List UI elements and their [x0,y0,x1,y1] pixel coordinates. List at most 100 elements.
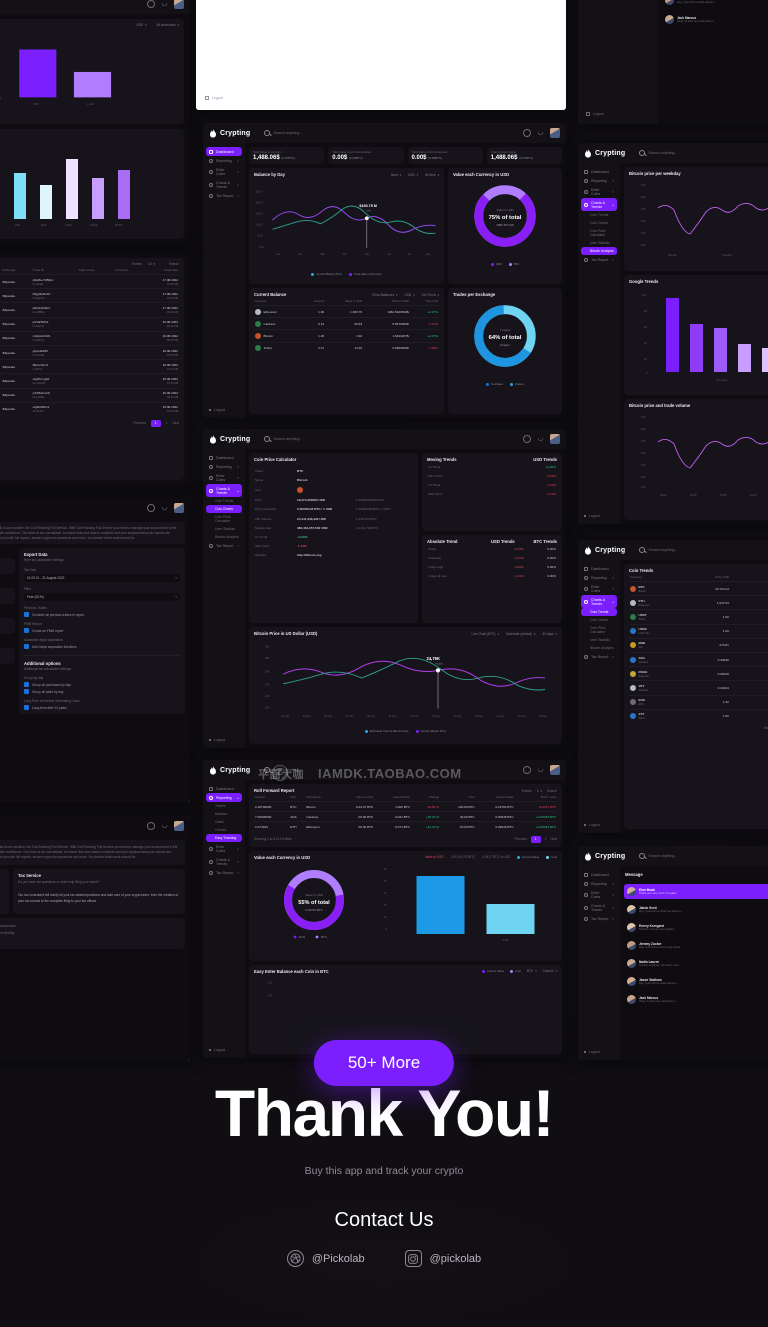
sidebar-item-charts-trends[interactable]: Charts & Trends ▴ [581,198,617,211]
table-row[interactable]: USDTTether 1.0067,455 [629,610,768,624]
sidebar-item-dashboard[interactable]: Dashboard [581,870,617,879]
table-row[interactable]: 1.46Bitpanda p0w8ev7d5fjs1bt-z6npkt 17.0… [0,275,179,289]
sidebar-item-enter-coins[interactable]: Enter Coins ▾ [206,471,242,484]
search-box[interactable]: Search anything... [639,150,677,156]
sidebar-sub-trades[interactable]: Trades [206,802,242,810]
table-row[interactable]: -3.41Bitpanda otg8c68cfv1f4-z8c5v1 15.08… [0,402,179,416]
sidebar-sub-easy-tracking[interactable]: Easy Tracking [206,834,242,842]
range-filter[interactable]: All time [425,173,439,177]
logout-button[interactable]: Logout [206,1046,242,1054]
avatar[interactable] [174,0,184,9]
table-row[interactable]: -6.35Bitpanda g4ye4k465bt-n0vw61 16.08.2… [0,345,179,359]
screen-message[interactable]: Crypting Search anything... Dashboard Rep… [578,846,768,1060]
list-item[interactable]: Jeremy Zucker Hey, I just tell me how it… [624,938,768,953]
toggle-icon[interactable] [24,689,29,694]
avatar[interactable] [550,128,560,138]
logout-label[interactable]: Logout [212,96,223,100]
filter-select[interactable]: Flow (DLTs) ▾ [24,593,180,601]
sidebar-sub-coin-trends[interactable]: Coin Trends [206,497,242,505]
search-box[interactable]: Search anything... [264,436,302,442]
next-page[interactable]: Next [550,837,557,841]
table-row[interactable]: Cardano 0.12 56.83 0.5679940$ -1.70% [254,318,439,330]
logout-button[interactable]: Logout [206,736,242,744]
sidebar-item-tax-report[interactable]: Tax Report ▾ [206,541,242,550]
table-row[interactable]: -7.93Bitpanda utg87rmg2db1-2b0132 16.08.… [0,374,179,388]
table-row[interactable]: 9.43Bitpanda t8p1v3cmdn-x87q7 16.08.2022… [0,360,179,374]
table-row[interactable]: 5.76Bitpanda c4dcp2cb4f1bt-h8f7nw 16.08.… [0,331,179,345]
table-row[interactable]: USDCUSD Coin 1.0051,852 [629,624,768,638]
ee-coin-filter[interactable]: BTC [527,969,537,973]
sidebar-item-reporting[interactable]: Reporting ▾ [206,462,242,471]
sidebar-item-enter-coins[interactable]: Enter Coins ▾ [206,165,242,178]
list-item[interactable]: Jack Marcus Okay, its less very well don… [624,992,768,1007]
page-2[interactable]: 2 [545,837,547,841]
page-2[interactable]: 2 [166,421,168,425]
period-filter[interactable]: 30 days [542,632,557,636]
logout-button[interactable]: Logout [581,821,617,829]
table-row[interactable]: 0.18700000 BTC Bitcoin 0.04.37 BTC 1.000 BT… [254,802,557,812]
sidebar-item-enter-coins[interactable]: Enter Coins ▾ [581,582,617,595]
table-row[interactable]: ETHEthereum 1,647.54189,165 [629,596,768,610]
sidebar-item-reporting[interactable]: Reporting ▾ [206,156,242,165]
sidebar-item-enter-coins[interactable]: Enter Coins ▾ [581,888,617,901]
avatar[interactable] [174,503,184,513]
bell-icon[interactable]: ◡ [161,822,168,830]
list-item[interactable]: Jakob Sveti Hey, I just tell me what you… [624,902,768,917]
sidebar-item-tax-report[interactable]: Tax Report ▾ [206,868,242,877]
sidebar-sub-coin-price-calculator[interactable]: Coin Price Calculator [581,227,617,239]
table-row[interactable]: 5.52Bitpanda p7r66cbmc6bb-y6u96z 16.08.2… [0,388,179,402]
table-row[interactable]: Ethereum 1.00 1,380.70 1382.6949529$ +3.27… [254,306,439,318]
search-box[interactable]: Search anything... [264,767,302,773]
sidebar[interactable]: Dashboard Reporting ▾ Enter Coins ▾ Charts & … [203,449,245,748]
help-icon[interactable] [147,822,155,830]
screen-easy-tracking[interactable]: Crypting Search anything... ◡ Dashboard R… [203,760,566,1058]
table-row[interactable]: BNBbnb 276.8144,675 [629,638,768,652]
search-label[interactable]: Search [169,262,179,266]
page-1[interactable]: 1 [531,836,541,843]
sidebar-sub-bitcoin-analysis[interactable]: Bitcoin Analysis [581,247,617,255]
toggle-icon[interactable] [24,612,29,617]
page-1[interactable]: 1 [151,420,161,427]
sidebar-sub-user-statistic[interactable]: User Statistic [206,525,242,533]
list-item[interactable]: Jason Statham Hey, I just tell me that's… [624,974,768,989]
table-row[interactable]: VETVeChain 0.024241,706 [629,681,768,695]
sidebar-sub-coin-trends[interactable]: Coin Trends [581,211,617,219]
logout-button[interactable]: Logout [581,1048,617,1056]
sidebar-item-dashboard[interactable]: Dashboard [206,147,242,156]
sidebar-item-reporting[interactable]: Reporting ▴ [206,793,242,802]
sidebar[interactable]: Dashboard Reporting ▾ Enter Coins ▾ Charts & … [578,560,620,833]
table-row[interactable]: -2.46Bitpanda jrtt44r6d5utbt-4gk7v6 16.0… [0,317,179,331]
entries-select[interactable]: 10 [148,262,155,266]
sidebar-sub-coin-charts[interactable]: Coin Charts [581,616,617,624]
table-row[interactable]: 0.374494 ETH Ethereum 00.00 BTC 0.074 BTC +… [254,822,557,832]
table-row[interactable]: BTCBitcoin 19,724.14377,364 [629,582,768,596]
social-instagram[interactable]: @pickolab [405,1250,482,1267]
screen-user-statistic[interactable]: ◡ USD All currencies 250.M200.M150.M 100… [0,0,190,244]
help-icon[interactable] [523,435,531,443]
table-row[interactable]: XTZTezos 1.521,382 [629,709,768,723]
sidebar-sub-user-statistic[interactable]: User Statistic [581,239,617,247]
logout-label[interactable]: Logout [593,112,604,116]
toggle-icon[interactable] [24,644,29,649]
sidebar-item-dashboard[interactable]: Dashboard [581,167,617,176]
sidebar-item-charts-trends[interactable]: Charts & Trends ▴ [206,484,242,497]
screen-export-data[interactable]: ◡ …free tax report? Use our all-in-one s… [0,498,190,803]
bell-icon[interactable]: ◡ [537,129,544,137]
sidebar-item-dashboard[interactable]: Dashboard [206,784,242,793]
sidebar-sub-coin-charts[interactable]: Coin Charts [206,505,242,513]
table-row[interactable]: ADACardano 0.4924616,834 [629,652,768,666]
sidebar-item-charts-trends[interactable]: Charts & Trends ▾ [206,178,242,191]
sidebar-item-charts-trends[interactable]: Charts & Trends ▾ [206,855,242,868]
balance-currency-filter[interactable]: USD [404,293,414,297]
toggle-icon[interactable] [24,628,29,633]
sidebar-item-tax-report[interactable]: Tax Report ▾ [581,652,617,661]
sidebar-sub-user-statistic[interactable]: User Statistic [581,636,617,644]
sidebar-item-tax-report[interactable]: Tax Report ▾ [581,914,617,923]
currency-filter[interactable]: USD [408,173,418,177]
help-icon[interactable] [523,766,531,774]
tab-btc-usd[interactable]: 0.2417 BTC in USD [482,855,510,859]
screen-trades-table[interactable]: Entries 10 Search Value in USD Exchange … [0,252,190,487]
sidebar-sub-coin-price-calculator[interactable]: Coin Price Calculator [581,624,617,636]
ee-view-filter[interactable]: Column [543,969,557,973]
help-icon[interactable] [147,0,155,8]
